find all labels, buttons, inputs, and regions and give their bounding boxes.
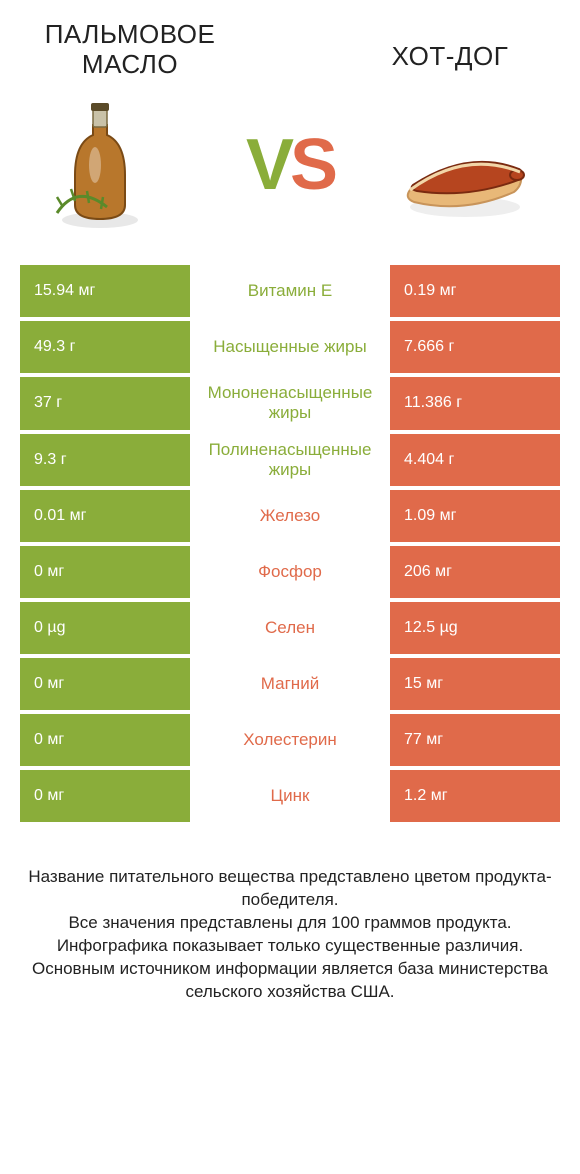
nutrient-label: Селен [190,602,390,654]
right-value: 206 мг [390,546,560,598]
oil-bottle-icon [45,95,185,235]
right-value: 7.666 г [390,321,560,373]
nutrient-label: Цинк [190,770,390,822]
footer-line: Название питательного вещества представл… [28,866,552,912]
table-row: 49.3 гНасыщенные жиры7.666 г [20,321,560,373]
left-value: 0 мг [20,714,190,766]
right-value: 1.09 мг [390,490,560,542]
vs-v: V [246,125,290,205]
table-row: 9.3 гПолиненасыщенные жиры4.404 г [20,434,560,487]
vs-s: S [290,125,334,205]
nutrient-label: Витамин E [190,265,390,317]
nutrient-label: Мононенасыщенные жиры [190,377,390,430]
right-value: 11.386 г [390,377,560,430]
left-value: 37 г [20,377,190,430]
left-value: 0 мг [20,658,190,710]
right-product-title: ХОТ-ДОГ [350,20,550,72]
nutrient-label: Магний [190,658,390,710]
table-row: 15.94 мгВитамин E0.19 мг [20,265,560,317]
hotdog-icon [395,95,535,235]
table-row: 0 мгФосфор206 мг [20,546,560,598]
left-value: 0 мг [20,770,190,822]
right-value: 77 мг [390,714,560,766]
nutrient-label: Холестерин [190,714,390,766]
nutrient-label: Полиненасыщенные жиры [190,434,390,487]
right-value: 0.19 мг [390,265,560,317]
footer-line: Все значения представлены для 100 граммо… [28,912,552,935]
nutrient-label: Насыщенные жиры [190,321,390,373]
right-value: 15 мг [390,658,560,710]
right-value: 4.404 г [390,434,560,487]
hero-row: VS [0,80,580,265]
table-row: 0.01 мгЖелезо1.09 мг [20,490,560,542]
table-row: 0 мгМагний15 мг [20,658,560,710]
table-row: 0 мгХолестерин77 мг [20,714,560,766]
footer-notes: Название питательного вещества представл… [0,826,580,1004]
nutrient-label: Фосфор [190,546,390,598]
comparison-table: 15.94 мгВитамин E0.19 мг49.3 гНасыщенные… [0,265,580,823]
left-value: 9.3 г [20,434,190,487]
table-row: 0 µgСелен12.5 µg [20,602,560,654]
left-value: 15.94 мг [20,265,190,317]
table-row: 37 гМононенасыщенные жиры11.386 г [20,377,560,430]
right-product-image [390,90,540,240]
nutrient-label: Железо [190,490,390,542]
footer-line: Основным источником информации является … [28,958,552,1004]
left-value: 0 µg [20,602,190,654]
footer-line: Инфографика показывает только существенн… [28,935,552,958]
right-value: 12.5 µg [390,602,560,654]
left-value: 0.01 мг [20,490,190,542]
header: ПАЛЬМОВОЕ МАСЛО ХОТ-ДОГ [0,0,580,80]
left-value: 49.3 г [20,321,190,373]
left-product-image [40,90,190,240]
vs-label: VS [246,124,334,206]
right-value: 1.2 мг [390,770,560,822]
left-product-title: ПАЛЬМОВОЕ МАСЛО [30,20,230,80]
table-row: 0 мгЦинк1.2 мг [20,770,560,822]
left-value: 0 мг [20,546,190,598]
